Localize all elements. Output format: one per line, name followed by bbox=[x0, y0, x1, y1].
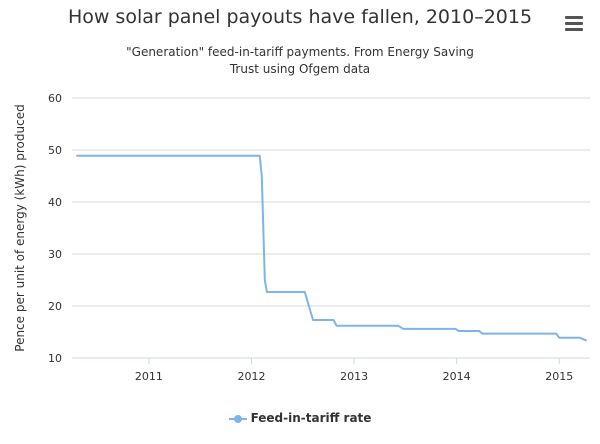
x-tick-label: 2015 bbox=[545, 370, 573, 383]
y-tick-label: 30 bbox=[48, 248, 62, 261]
gridlines bbox=[72, 97, 590, 307]
x-tick-label: 2011 bbox=[135, 370, 163, 383]
y-axis-ticks: 10 20 30 40 50 60 bbox=[48, 92, 62, 365]
series-line[interactable] bbox=[76, 154, 587, 342]
legend-marker-icon bbox=[228, 414, 247, 424]
chart-menu-button[interactable] bbox=[563, 14, 585, 34]
legend-label: Feed-in-tariff rate bbox=[250, 411, 372, 425]
y-tick-label: 40 bbox=[48, 196, 62, 209]
y-tick-label: 20 bbox=[48, 300, 62, 313]
series-layer[interactable] bbox=[76, 154, 587, 342]
y-tick-label: 60 bbox=[48, 92, 62, 105]
x-tick-label: 2013 bbox=[340, 370, 368, 383]
y-tick-label: 10 bbox=[48, 352, 62, 365]
hamburger-menu-icon bbox=[565, 16, 583, 19]
hamburger-menu-icon-line bbox=[565, 22, 583, 25]
x-tick-label: 2012 bbox=[238, 370, 266, 383]
x-axis-ticks: 2011 2012 2013 2014 2015 bbox=[135, 358, 573, 383]
legend-item-feed-in-tariff-rate[interactable]: Feed-in-tariff rate bbox=[0, 411, 600, 425]
y-axis-title: Pence per unit of energy (kWh) produced bbox=[13, 104, 27, 351]
x-tick-label: 2014 bbox=[443, 370, 471, 383]
chart-title: How solar panel payouts have fallen, 201… bbox=[67, 6, 533, 28]
chart-subtitle: "Generation" feed-in-tariff payments. Fr… bbox=[126, 45, 474, 76]
y-tick-label: 50 bbox=[48, 144, 62, 157]
hamburger-menu-icon-line bbox=[565, 28, 583, 31]
